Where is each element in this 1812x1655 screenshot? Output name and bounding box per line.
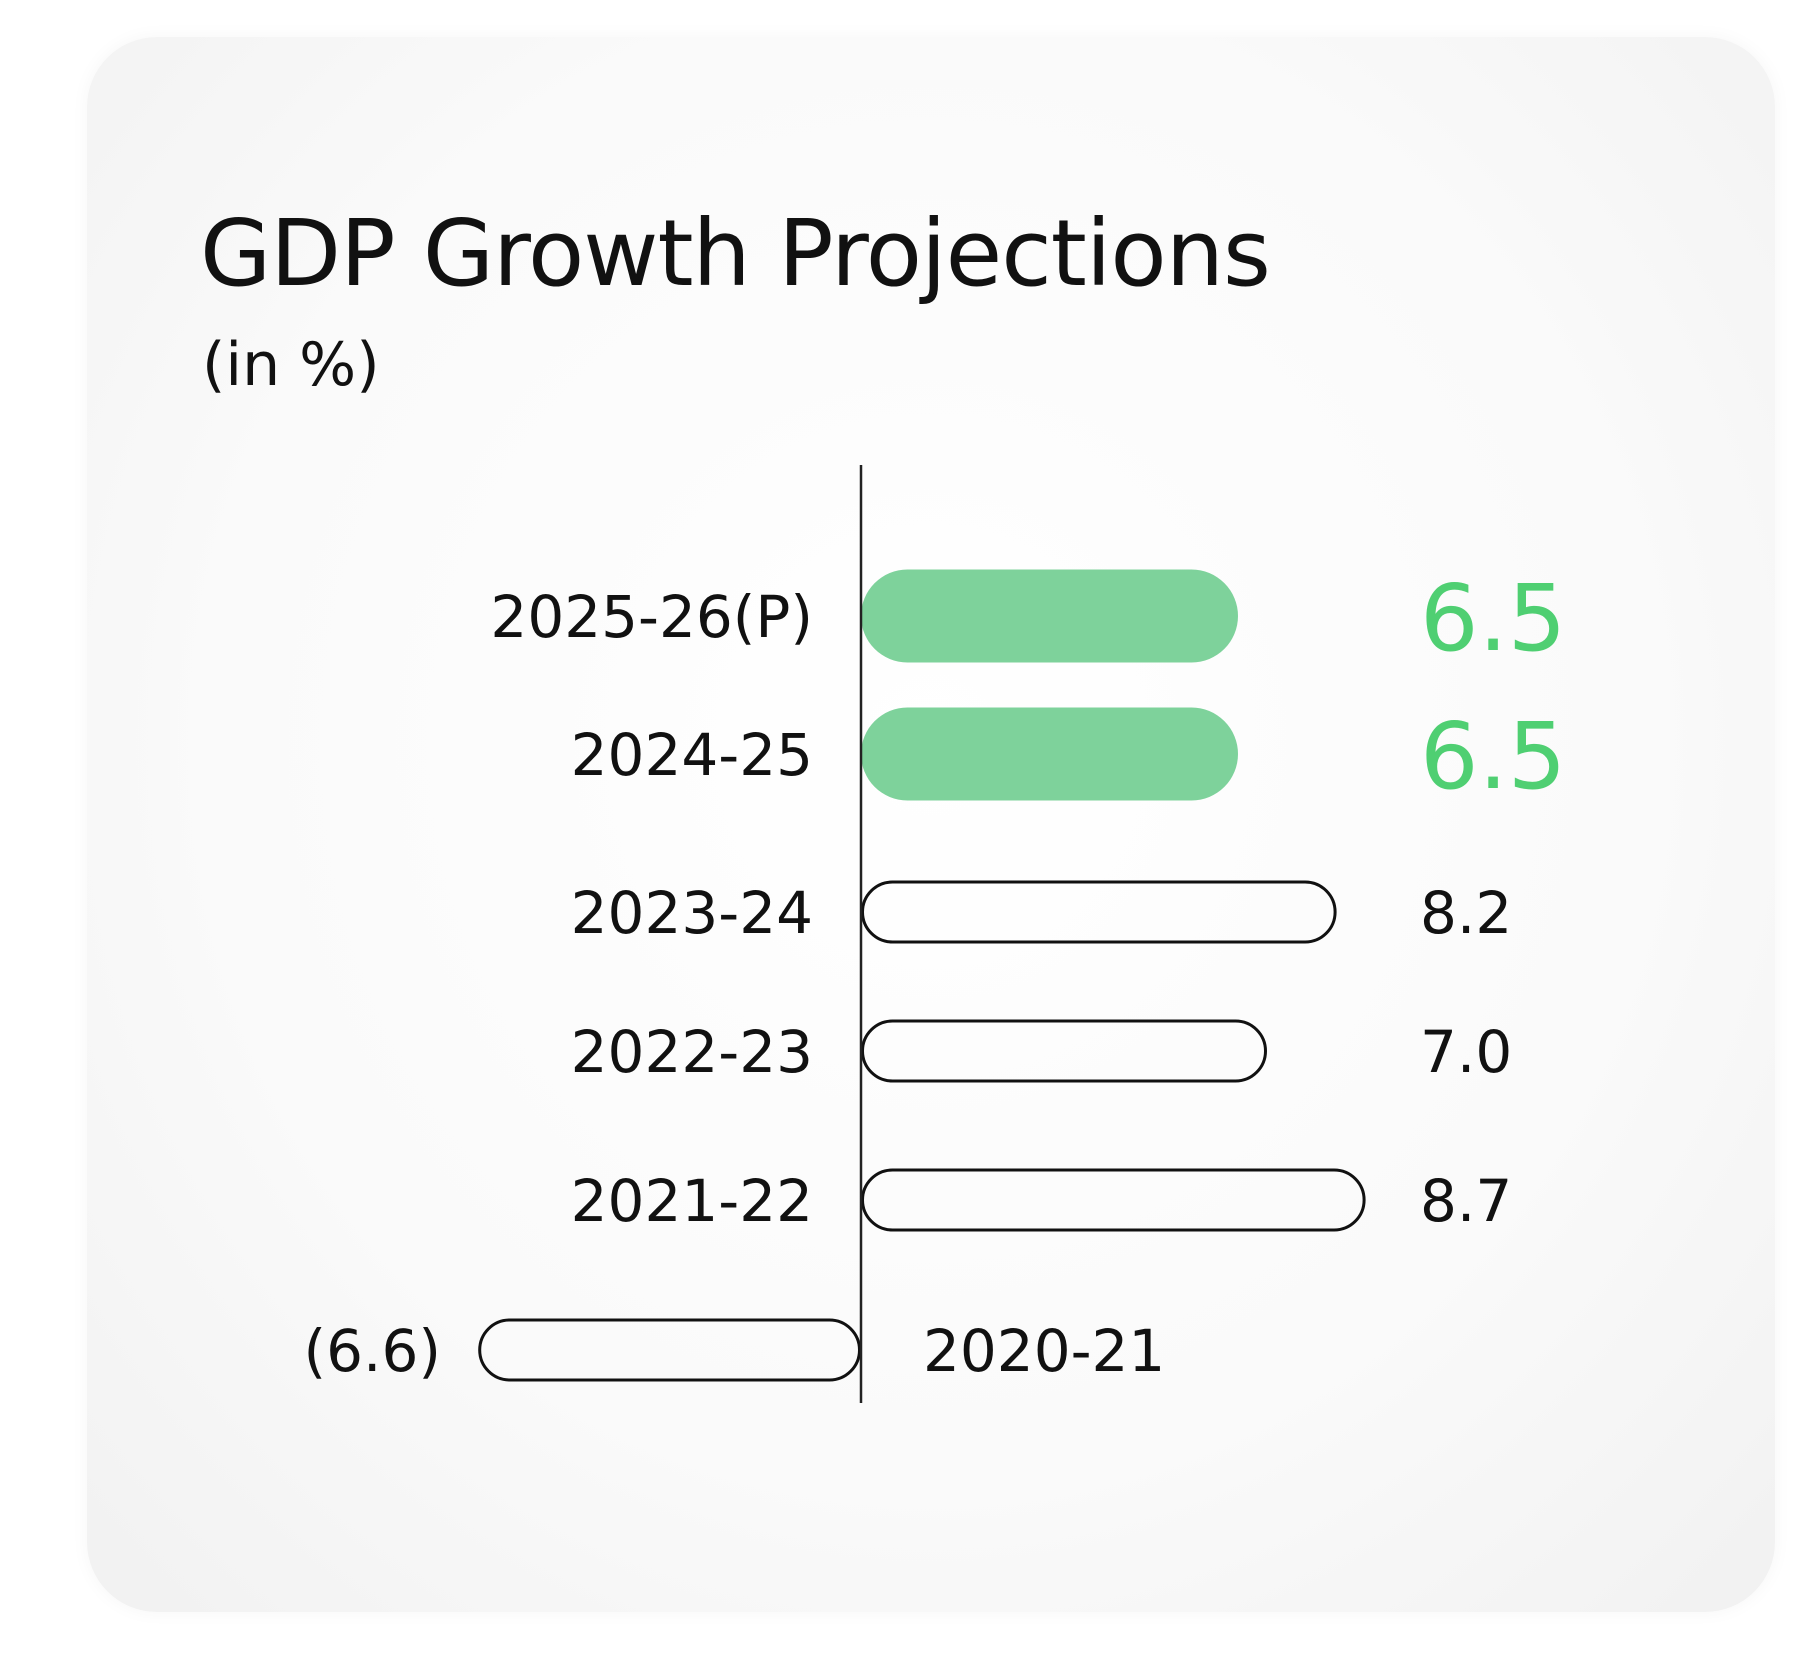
category-label: 2022-23 [571, 1018, 813, 1086]
bar [861, 569, 1238, 663]
value-label: 6.5 [1420, 565, 1566, 672]
chart-title: GDP Growth Projections [200, 200, 1271, 307]
bar [478, 1318, 861, 1382]
chart-card [87, 37, 1775, 1612]
value-label: 8.7 [1420, 1167, 1512, 1235]
chart-subtitle: (in %) [202, 330, 380, 400]
bar [861, 1019, 1267, 1083]
category-label: 2023-24 [571, 879, 813, 947]
value-label: 7.0 [1420, 1018, 1512, 1086]
bar [861, 880, 1337, 944]
bar [861, 707, 1238, 801]
category-label: 2025-26(P) [490, 583, 813, 651]
category-label: 2024-25 [571, 721, 813, 789]
value-label: 6.5 [1420, 703, 1566, 810]
value-label: 8.2 [1420, 879, 1512, 947]
value-label: (6.6) [304, 1317, 442, 1385]
category-label: 2021-22 [571, 1167, 813, 1235]
category-label: 2020-21 [923, 1317, 1165, 1385]
bar [861, 1168, 1366, 1232]
